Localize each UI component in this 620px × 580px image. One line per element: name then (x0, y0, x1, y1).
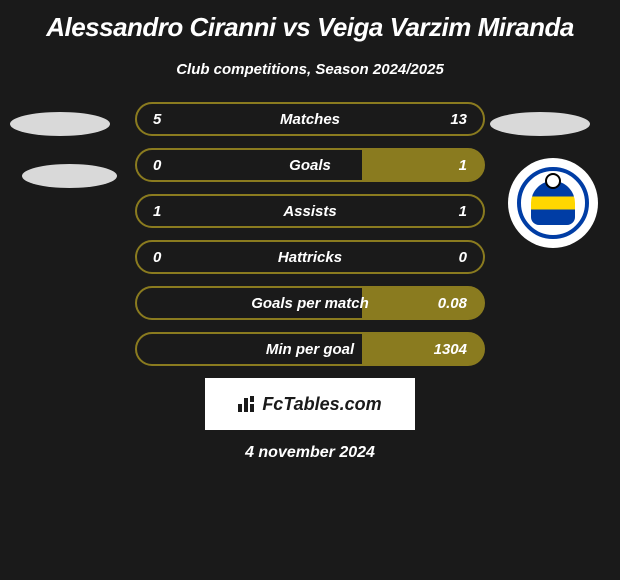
stat-label: Goals per match (137, 295, 483, 312)
player-photo-left-1 (10, 112, 110, 136)
stat-value-left: 0 (153, 249, 161, 266)
stat-row: Goals per match0.08 (135, 286, 485, 320)
stat-value-left: 5 (153, 111, 161, 128)
stat-label: Min per goal (137, 341, 483, 358)
stat-value-right: 0 (459, 249, 467, 266)
stat-label: Matches (137, 111, 483, 128)
stat-rows: 5Matches130Goals11Assists10Hattricks0Goa… (135, 102, 485, 366)
club-badge-right (508, 158, 598, 248)
stat-value-right: 1 (459, 157, 467, 174)
bar-chart-icon (238, 396, 258, 412)
stat-label: Hattricks (137, 249, 483, 266)
stats-area: 5Matches130Goals11Assists10Hattricks0Goa… (0, 102, 620, 366)
stat-row: 0Goals1 (135, 148, 485, 182)
stat-row: Min per goal1304 (135, 332, 485, 366)
stat-label: Assists (137, 203, 483, 220)
subtitle: Club competitions, Season 2024/2025 (0, 61, 620, 78)
stat-value-right: 1 (459, 203, 467, 220)
club-badge-graphic (517, 167, 589, 239)
fctables-label: FcTables.com (262, 394, 381, 415)
stat-label: Goals (137, 157, 483, 174)
page-title: Alessandro Ciranni vs Veiga Varzim Miran… (0, 0, 620, 43)
stat-row: 0Hattricks0 (135, 240, 485, 274)
badge-ball-icon (545, 173, 561, 189)
date-text: 4 november 2024 (0, 444, 620, 462)
player-photo-left-2 (22, 164, 117, 188)
stat-value-right: 1304 (434, 341, 467, 358)
stat-value-left: 0 (153, 157, 161, 174)
stat-row: 1Assists1 (135, 194, 485, 228)
stat-value-right: 13 (450, 111, 467, 128)
stat-value-left: 1 (153, 203, 161, 220)
player-photo-right (490, 112, 590, 136)
stat-value-right: 0.08 (438, 295, 467, 312)
fctables-badge: FcTables.com (205, 378, 415, 430)
stat-row: 5Matches13 (135, 102, 485, 136)
comparison-infographic: Alessandro Ciranni vs Veiga Varzim Miran… (0, 0, 620, 580)
